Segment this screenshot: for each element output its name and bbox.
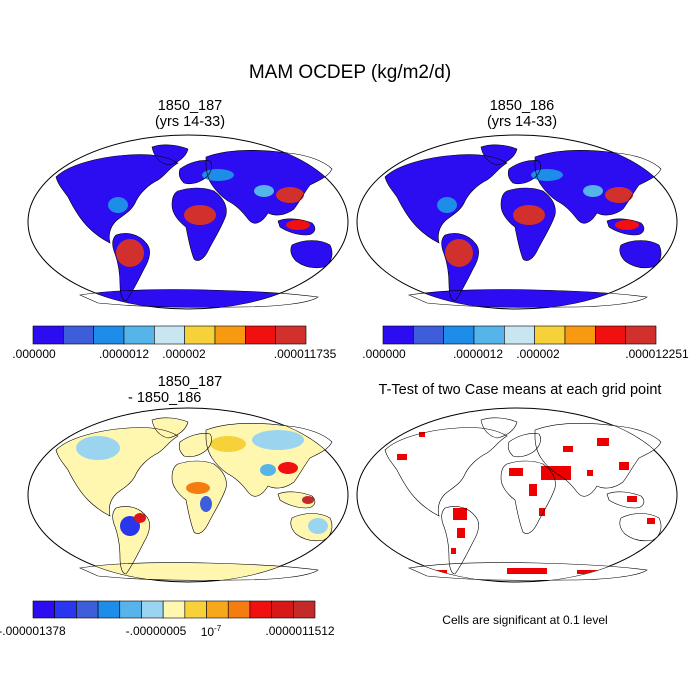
cb-bl-swatch-2 <box>76 600 99 619</box>
panel-title-bottom-left-line1: 1850_187 <box>157 374 223 390</box>
colorbar-bottom-left-label-2-exp: -7 <box>214 624 222 633</box>
panel-title-bottom-right: T-Test of two Case means at each grid po… <box>378 382 662 398</box>
cb-tr-swatch-7 <box>595 325 626 345</box>
cb-tr-swatch-5 <box>534 325 566 345</box>
colorbar-top-left <box>32 325 307 345</box>
panel-title-top-left-line1: 1850_187 <box>157 98 223 114</box>
cb-tr-swatch-2 <box>443 325 475 345</box>
cb-tl-swatch-0 <box>32 325 64 345</box>
cb-bl-swatch-8 <box>206 600 229 619</box>
map-panel-top-right <box>356 134 678 310</box>
colorbar-bottom-left-label-2-base: 10 <box>200 625 215 639</box>
cb-tr-swatch-8 <box>625 325 657 345</box>
cb-bl-swatch-5 <box>141 600 164 619</box>
colorbar-bottom-left-label-0: -.000001378 <box>0 624 66 638</box>
colorbar-bottom-left-label-2: 10-7 <box>201 624 221 639</box>
panel-title-top-left-line2: (yrs 14-33) <box>154 114 226 130</box>
panel-title-bottom-left: 1850_187 - 1850_186 <box>80 374 300 406</box>
panel-title-bottom-left-line2: - 1850_186 <box>128 390 202 406</box>
cb-bl-swatch-10 <box>249 600 272 619</box>
cb-tl-swatch-5 <box>184 325 216 345</box>
cb-bl-swatch-6 <box>162 600 186 619</box>
cb-tl-swatch-1 <box>63 325 94 345</box>
colorbar-bottom-left-label-1: -.00000005 <box>125 624 187 638</box>
colorbar-top-right-label-3: .000012251 <box>625 347 689 361</box>
cb-tr-swatch-1 <box>413 325 444 345</box>
colorbar-top-left-label-1: .0000012 <box>98 347 150 361</box>
colorbar-top-left-label-3: .000011735 <box>273 347 337 361</box>
map-panel-top-left <box>27 134 349 310</box>
cb-bl-swatch-4 <box>119 600 142 619</box>
colorbar-top-right-label-1: .0000012 <box>452 347 504 361</box>
cb-tr-swatch-4 <box>504 325 535 345</box>
map-panel-bottom-right <box>356 407 678 583</box>
colorbar-bottom-left <box>32 600 316 619</box>
colorbar-top-right-label-2: .000002 <box>516 347 560 361</box>
panel-title-top-right: 1850_186 (yrs 14-33) <box>432 98 612 130</box>
colorbar-top-right-label-0: .000000 <box>362 347 406 361</box>
cb-bl-swatch-0 <box>32 600 55 619</box>
cb-bl-swatch-11 <box>271 600 294 619</box>
cb-tl-swatch-3 <box>123 325 155 345</box>
cb-bl-swatch-1 <box>54 600 77 619</box>
main-title: MAM OCDEP (kg/m2/d) <box>248 62 452 83</box>
cb-bl-swatch-9 <box>227 600 251 619</box>
cb-bl-swatch-12 <box>293 600 316 619</box>
cb-tl-swatch-4 <box>154 325 185 345</box>
colorbar-top-left-label-2: .000002 <box>162 347 206 361</box>
cb-tr-swatch-6 <box>564 325 596 345</box>
significance-note: Cells are significant at 0.1 level <box>442 613 608 627</box>
cb-tr-swatch-0 <box>382 325 414 345</box>
colorbar-top-left-label-0: .000000 <box>12 347 56 361</box>
cb-bl-swatch-3 <box>97 600 121 619</box>
cb-bl-swatch-7 <box>184 600 207 619</box>
map-panel-bottom-left <box>27 407 349 583</box>
cb-tl-swatch-6 <box>214 325 246 345</box>
cb-tr-swatch-3 <box>473 325 505 345</box>
cb-tl-swatch-2 <box>93 325 125 345</box>
panel-title-top-left: 1850_187 (yrs 14-33) <box>100 98 280 130</box>
panel-title-top-right-line1: 1850_186 <box>489 98 555 114</box>
cb-tl-swatch-8 <box>275 325 307 345</box>
colorbar-top-right <box>382 325 657 345</box>
colorbar-bottom-left-label-3: .0000011512 <box>265 624 335 638</box>
panel-title-top-right-line2: (yrs 14-33) <box>486 114 558 130</box>
cb-tl-swatch-7 <box>245 325 276 345</box>
